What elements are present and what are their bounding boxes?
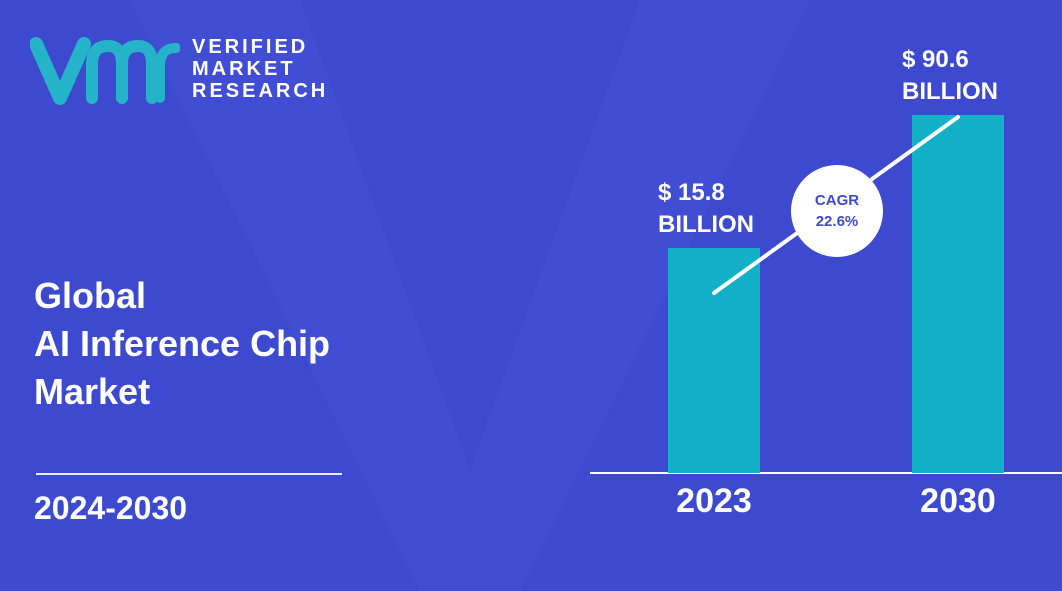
title-line-3: Market <box>34 371 151 412</box>
brand-line-1: VERIFIED <box>192 36 309 58</box>
cagr-label: CAGR <box>815 192 859 209</box>
bar-2023 <box>668 248 760 473</box>
value-label-2030: $ 90.6 <box>902 46 969 73</box>
cagr-badge <box>791 165 883 257</box>
value-unit-label-2030: BILLION <box>902 78 998 105</box>
x-tick-label-2030: 2030 <box>920 482 996 520</box>
bar-2030 <box>912 115 1004 473</box>
vmr-logo-icon <box>30 37 180 105</box>
title-line-2: AI Inference Chip <box>34 323 331 364</box>
title-divider <box>36 473 342 475</box>
page-title: Global AI Inference Chip Market <box>34 272 330 416</box>
brand-logo: VERIFIED MARKET RESEARCH <box>30 36 330 106</box>
value-label-2023: $ 15.8 <box>658 179 725 206</box>
title-line-1: Global <box>34 275 147 316</box>
brand-line-3: RESEARCH <box>192 80 329 102</box>
brand-line-2: MARKET <box>192 58 296 80</box>
value-unit-label-2023: BILLION <box>658 211 754 238</box>
forecast-period: 2024-2030 <box>34 490 188 526</box>
cagr-value: 22.6% <box>816 213 859 230</box>
x-tick-label-2023: 2023 <box>676 482 752 520</box>
